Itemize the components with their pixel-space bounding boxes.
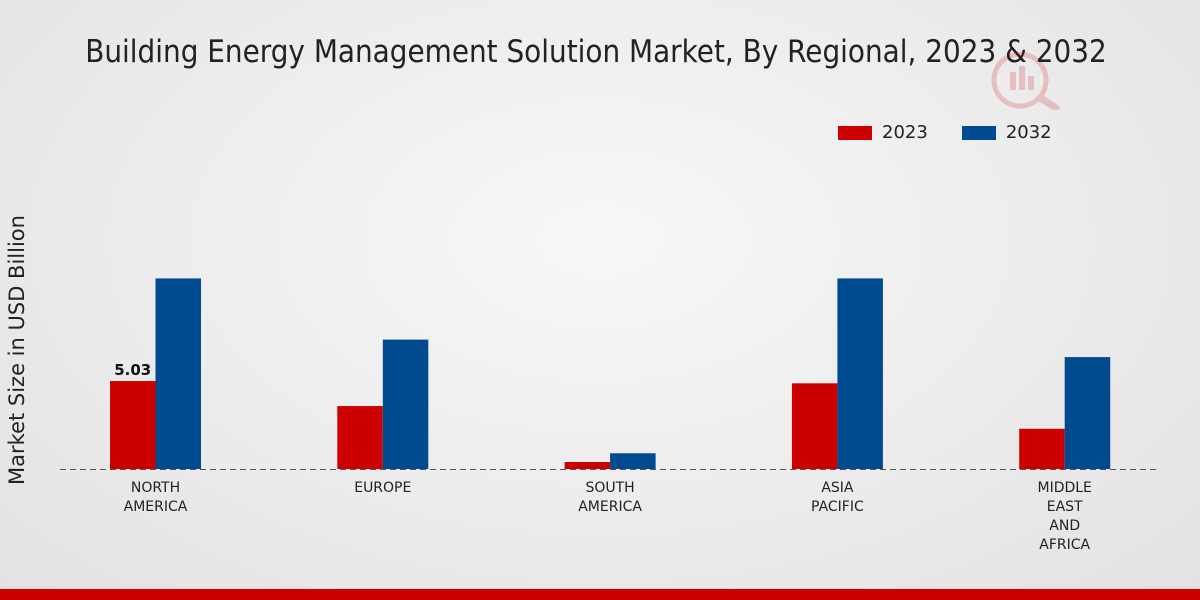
bar-2023-2 [564,462,611,469]
bar-2032-4 [1064,357,1111,469]
x-tick-label-4: MIDDLE EAST AND AFRICA [1037,480,1091,553]
legend: 2023 2032 [838,122,1086,143]
bar-2032-3 [837,278,883,469]
x-tick-label-1: EUROPE [354,480,411,496]
bar-2023-3 [791,383,838,469]
footer-bar [0,589,1200,600]
chart-title: Building Energy Management Solution Mark… [85,34,1107,70]
x-tick-label-0: NORTH AMERICA [124,480,188,515]
legend-swatch-2032 [961,125,996,140]
bar-2023-0 [110,381,156,469]
bar-2032-2 [610,453,656,469]
bar-2032-0 [155,278,201,469]
data-label-0: 5.03 [114,361,151,379]
watermark-logo-icon [991,51,1060,110]
legend-item-2023: 2023 [838,122,928,143]
legend-swatch-2023 [838,125,872,140]
bar-2023-1 [337,406,383,469]
x-tick-label-3: ASIA PACIFIC [811,480,864,515]
legend-label-2023: 2023 [882,122,928,143]
bar-2023-4 [1019,428,1065,469]
legend-item-2032: 2032 [961,122,1052,143]
legend-label-2032: 2032 [1005,122,1052,143]
bar-2032-1 [382,339,429,469]
x-tick-label-2: SOUTH AMERICA [578,480,642,515]
